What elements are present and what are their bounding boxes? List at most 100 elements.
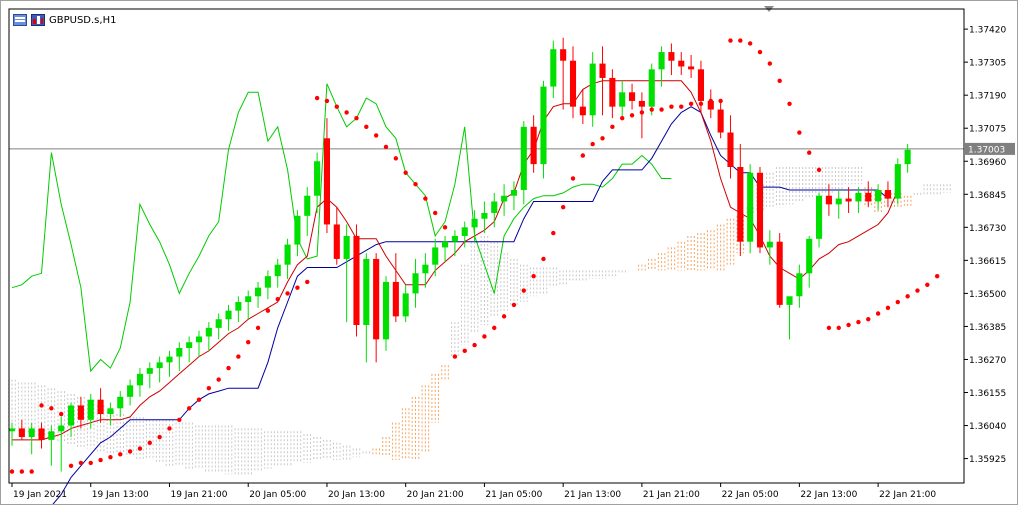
candle-body	[481, 212, 488, 219]
candles	[8, 37, 911, 472]
sar-dot	[98, 457, 103, 463]
candle-body	[442, 241, 449, 248]
sar-dot	[354, 115, 359, 121]
candle-body	[638, 100, 645, 107]
candle	[629, 83, 636, 110]
candle	[58, 416, 65, 472]
sar-dot	[147, 440, 152, 445]
sar-dot	[403, 170, 408, 175]
sar-dot	[314, 95, 320, 101]
candle	[392, 253, 399, 323]
sar-dot	[866, 317, 871, 322]
time-tick-label: 22 Jan 21:00	[879, 490, 936, 500]
candle-body	[717, 109, 724, 133]
candle-body	[314, 161, 321, 196]
sar-dot	[383, 144, 389, 150]
sar-dot	[600, 136, 605, 141]
symbol-icon	[31, 14, 45, 26]
sar-dot	[767, 61, 773, 66]
candle-body	[186, 342, 193, 348]
candle	[451, 230, 458, 257]
candle	[825, 184, 832, 216]
sar-dot	[757, 49, 763, 55]
candle	[136, 368, 143, 397]
candle-body	[816, 195, 823, 239]
candle-body	[294, 215, 301, 245]
candle	[796, 264, 803, 308]
sar-dot	[531, 273, 536, 279]
candle-body	[205, 327, 212, 337]
sar-dot	[285, 291, 290, 296]
sar-dot	[738, 38, 743, 43]
price-tick-label: 1.36385	[969, 323, 1006, 333]
candle-body	[58, 425, 65, 432]
candle-body	[668, 52, 675, 61]
candle	[894, 158, 901, 205]
candle-body	[451, 235, 458, 242]
candle-body	[77, 405, 84, 420]
sar-dot	[856, 319, 861, 325]
sar-dot	[39, 403, 44, 408]
sar-dot	[393, 156, 399, 161]
time-tick-label: 22 Jan 13:00	[800, 490, 857, 500]
candle-body	[835, 198, 842, 205]
candle-body	[461, 227, 468, 236]
candle-body	[510, 189, 517, 196]
candle	[87, 393, 94, 429]
candle	[38, 422, 45, 449]
candle	[18, 419, 25, 440]
sar-dot	[226, 365, 231, 371]
time-tick-label: 20 Jan 21:00	[407, 490, 464, 500]
sar-dot	[747, 41, 753, 46]
candle	[245, 290, 252, 320]
candle	[412, 258, 419, 308]
sar-dot	[728, 38, 733, 43]
sar-dot	[885, 305, 891, 310]
candle	[353, 224, 360, 337]
candle-body	[894, 164, 901, 199]
sar-dot	[206, 386, 212, 391]
candle	[806, 235, 813, 288]
candle-body	[629, 92, 636, 101]
candle	[717, 100, 724, 139]
candle	[707, 89, 714, 119]
chart-window-icon	[13, 14, 27, 26]
time-tick-label: 21 Jan 21:00	[643, 490, 700, 500]
candle-body	[697, 69, 704, 101]
sar-dot	[875, 311, 881, 316]
sar-dot	[560, 205, 566, 210]
candle-body	[274, 264, 281, 277]
sar-dot	[305, 279, 310, 285]
sar-dot	[452, 354, 458, 359]
candle	[274, 258, 281, 288]
parabolic-sar	[9, 38, 940, 474]
candle	[146, 362, 153, 389]
sar-dot	[167, 426, 172, 431]
chart-title: GBPUSD.s,H1	[49, 14, 117, 26]
sar-dot	[679, 104, 684, 109]
sar-dot	[482, 334, 487, 339]
price-tick-label: 1.37420	[969, 26, 1006, 36]
sar-dot	[59, 411, 64, 417]
candle-body	[402, 293, 409, 317]
sar-dot	[639, 110, 645, 115]
sar-dot	[551, 230, 556, 236]
candle	[638, 92, 645, 139]
price-tick-label: 1.36270	[969, 356, 1006, 366]
candle	[816, 192, 823, 248]
time-tick-label: 21 Jan 13:00	[564, 490, 621, 500]
candle-body	[579, 106, 586, 116]
candle	[48, 425, 55, 466]
candle-body	[904, 149, 911, 165]
candle-body	[707, 100, 714, 110]
candle-body	[678, 60, 685, 67]
candle	[156, 356, 163, 383]
sar-dot	[580, 153, 586, 158]
chart-title-bar: GBPUSD.s,H1	[13, 12, 116, 28]
candle	[8, 422, 16, 446]
candle-body	[796, 273, 803, 297]
kijun-sen-line	[52, 106, 889, 504]
candle	[402, 284, 409, 323]
